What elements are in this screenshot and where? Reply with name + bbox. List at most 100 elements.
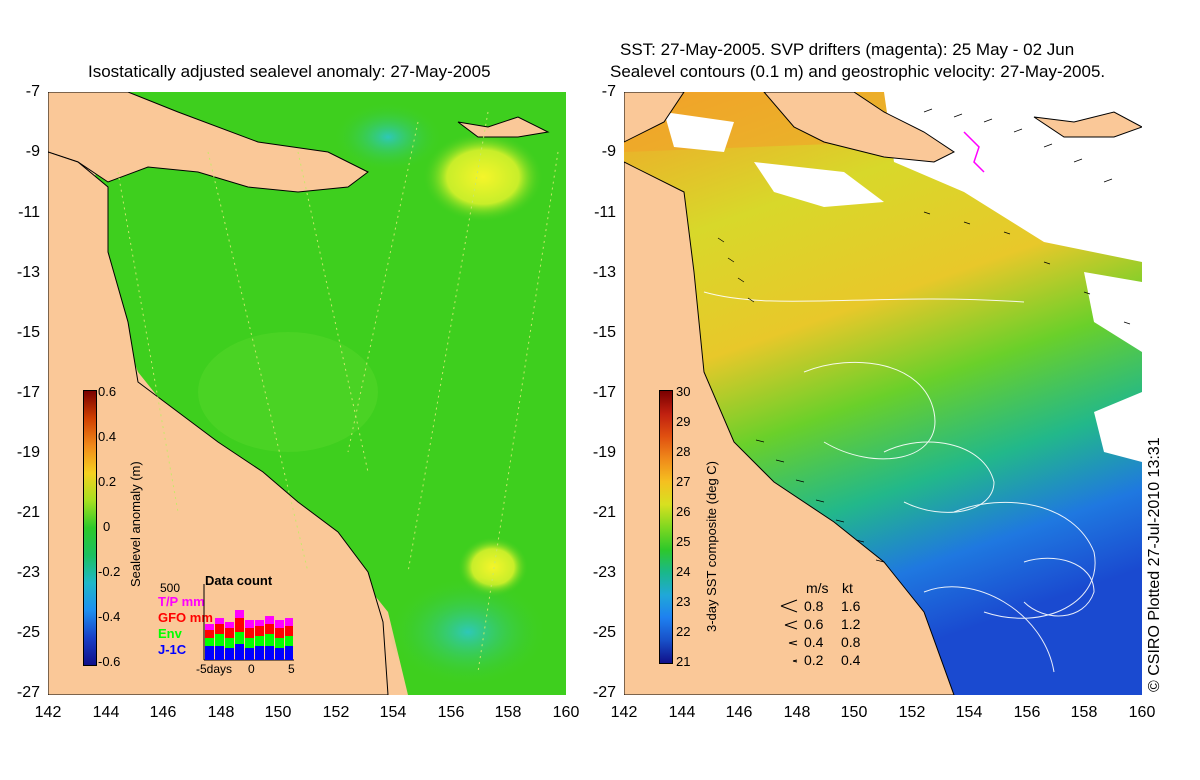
sst-colorbar-tick-2: 29 (676, 414, 691, 429)
left-y-tick-8: -21 (16, 504, 40, 521)
left-y-tick-6: -17 (16, 384, 40, 401)
left-y-tick-11: -27 (16, 684, 40, 701)
right-y-tick-1: -7 (601, 83, 616, 100)
right-x-tick-7: 154 (955, 704, 983, 721)
new-guinea-land-sst (763, 92, 955, 163)
velocity-key-kt-3: 0.8 (841, 634, 861, 650)
legend-tp: T/P mm (158, 594, 205, 609)
data-count-inset: Data count 500 T/P mm GFO mm Env J-1C -5… (158, 572, 298, 682)
data-count-title: Data count (205, 573, 273, 588)
left-y-tick-2: -9 (25, 143, 40, 160)
velocity-key-ms-4: 0.2 (804, 652, 824, 668)
right-x-tick-3: 146 (725, 704, 753, 721)
right-y-tick-8: -21 (592, 504, 616, 521)
velocity-key-kt-1: 1.6 (841, 598, 861, 614)
left-x-tick-8: 156 (437, 704, 465, 721)
right-y-tick-7: -19 (592, 444, 616, 461)
sst-colorbar-tick-3: 28 (676, 444, 691, 459)
csiro-credit: © CSIRO Plotted 27-Jul-2010 13:31 (1146, 437, 1163, 692)
right-x-tick-9: 158 (1070, 704, 1098, 721)
sst-colorbar-tick-5: 26 (676, 504, 691, 519)
velocity-key-ms-2: 0.6 (804, 616, 824, 632)
sst-map-graphic (624, 92, 1142, 695)
sla-colorbar-tick-4: 0 (103, 519, 111, 534)
left-map-title: Isostatically adjusted sealevel anomaly:… (88, 62, 491, 81)
data-count-bars (203, 584, 294, 661)
sst-colorbar-tick-9: 22 (676, 624, 691, 639)
right-map-title-line2: Sealevel contours (0.1 m) and geostrophi… (610, 62, 1106, 81)
left-x-tick-4: 148 (207, 704, 235, 721)
right-x-tick-1: 142 (610, 704, 638, 721)
sst-colorbar-tick-10: 21 (676, 654, 691, 669)
sla-colorbar-tick-7: -0.6 (98, 654, 121, 669)
sla-colorbar-tick-2: 0.4 (98, 429, 117, 444)
left-x-tick-6: 152 (322, 704, 350, 721)
australia-land-sst (624, 161, 955, 695)
legend-j1c: J-1C (158, 642, 187, 657)
sst-colorbar-tick-8: 23 (676, 594, 691, 609)
data-count-max: 500 (160, 581, 181, 595)
right-y-tick-9: -23 (592, 564, 616, 581)
sst-colorbar-tick-6: 25 (676, 534, 691, 549)
left-x-tick-7: 154 (379, 704, 407, 721)
sst-colorbar (659, 390, 673, 664)
left-y-tick-7: -19 (16, 444, 40, 461)
sst-colorbar-label: 3-day SST composite (deg C) (704, 461, 719, 632)
velocity-key-kt-2: 1.2 (841, 616, 861, 632)
right-y-tick-2: -9 (601, 143, 616, 160)
velocity-key-arrows (780, 599, 798, 663)
velocity-key-kt-4: 0.4 (841, 652, 861, 668)
right-x-tick-5: 150 (840, 704, 868, 721)
right-y-tick-4: -13 (592, 264, 616, 281)
data-count-x-tick-1: -5days (196, 662, 233, 676)
sla-colorbar-tick-3: 0.2 (98, 474, 117, 489)
left-x-tick-5: 150 (264, 704, 292, 721)
velocity-vectors (717, 108, 1131, 563)
legend-gfo: GFO mm (158, 610, 213, 625)
right-x-tick-4: 148 (783, 704, 811, 721)
sla-colorbar-label: Sealevel anomaly (m) (128, 461, 143, 587)
velocity-key-ms-1: 0.8 (804, 598, 824, 614)
left-y-tick-9: -23 (16, 564, 40, 581)
right-x-tick-10: 160 (1128, 704, 1156, 721)
sealevel-anomaly-map: 0.6 0.4 0.2 0 -0.2 -0.4 -0.6 Sealevel an… (48, 92, 566, 695)
sst-colorbar-tick-7: 24 (676, 564, 691, 579)
right-map-title-line1: SST: 27-May-2005. SVP drifters (magenta)… (620, 40, 1075, 59)
left-x-tick-2: 144 (92, 704, 120, 721)
sla-colorbar-tick-5: -0.2 (98, 564, 121, 579)
velocity-key-header-ms: m/s (806, 580, 829, 596)
right-y-tick-3: -11 (594, 204, 616, 221)
left-y-tick-10: -25 (16, 624, 40, 641)
left-y-tick-5: -15 (16, 324, 40, 341)
right-y-tick-11: -27 (592, 684, 616, 701)
right-x-tick-6: 152 (898, 704, 926, 721)
left-y-tick-3: -11 (18, 204, 40, 221)
right-x-tick-2: 144 (668, 704, 696, 721)
sla-colorbar (83, 390, 97, 666)
right-y-tick-10: -25 (592, 624, 616, 641)
sla-colorbar-tick-1: 0.6 (98, 384, 117, 399)
left-x-tick-1: 142 (34, 704, 62, 721)
left-y-tick-1: -7 (25, 83, 40, 100)
velocity-key-ms-3: 0.4 (804, 634, 824, 650)
data-count-x-tick-3: 5 (288, 662, 295, 676)
new-guinea-land (48, 92, 369, 193)
sealevel-anomaly-map-graphic (48, 92, 566, 695)
sst-map: 30 29 28 27 26 25 24 23 22 21 3-day SST … (624, 92, 1142, 695)
australia-land (48, 151, 389, 695)
velocity-key-header-kt: kt (842, 580, 853, 596)
data-count-x-tick-2: 0 (248, 662, 255, 676)
right-x-tick-8: 156 (1013, 704, 1041, 721)
sst-colorbar-tick-1: 30 (676, 384, 691, 399)
left-y-tick-4: -13 (16, 264, 40, 281)
sst-ocean-area (624, 92, 1142, 695)
left-x-tick-9: 158 (494, 704, 522, 721)
sla-colorbar-tick-6: -0.4 (98, 609, 121, 624)
left-x-tick-10: 160 (552, 704, 580, 721)
right-y-tick-5: -15 (592, 324, 616, 341)
velocity-key: m/s kt 0.8 1.6 0.6 1.2 0.4 0.8 0.2 0.4 (779, 580, 899, 670)
right-y-tick-6: -17 (592, 384, 616, 401)
svp-drifter-track (963, 131, 985, 173)
legend-env: Env (158, 626, 182, 641)
left-x-tick-3: 146 (149, 704, 177, 721)
